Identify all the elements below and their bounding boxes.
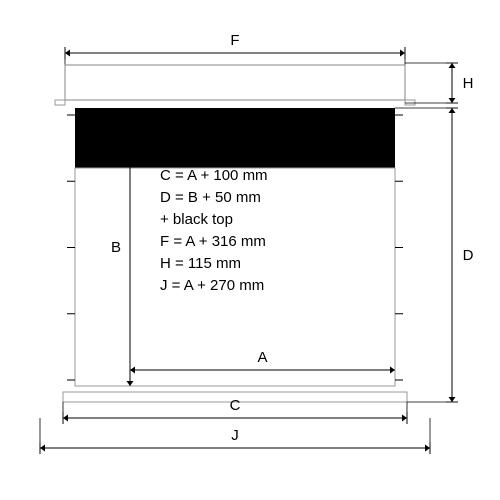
formula-line: F = A + 316 mm (160, 233, 266, 250)
housing (65, 65, 405, 100)
formula-line: J = A + 270 mm (160, 277, 264, 294)
formula-line: D = B + 50 mm (160, 189, 261, 206)
label-A: A (257, 349, 267, 366)
label-J: J (231, 427, 239, 444)
label-F: F (230, 32, 239, 49)
label-B: B (111, 239, 121, 256)
black-top (75, 108, 395, 168)
formula-line: C = A + 100 mm (160, 167, 268, 184)
formula-line: + black top (160, 211, 233, 228)
label-D: D (463, 247, 474, 264)
label-H: H (463, 75, 474, 92)
formula-line: H = 115 mm (160, 255, 241, 272)
label-C: C (230, 397, 241, 414)
